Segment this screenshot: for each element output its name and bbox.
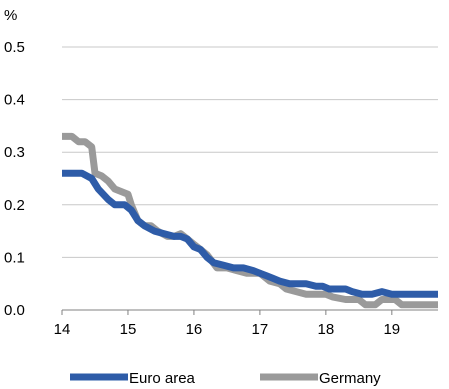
x-tick-label: 15 (120, 321, 137, 338)
y-tick-label: 0.0 (4, 302, 25, 319)
y-axis-unit-label: % (4, 7, 17, 24)
x-tick-label: 14 (54, 321, 71, 338)
y-tick-label: 0.3 (4, 144, 25, 161)
x-tick-label: 16 (186, 321, 203, 338)
series-line-euro-area (62, 169, 438, 298)
legend-label-euro-area: Euro area (129, 370, 196, 387)
x-tick-label: 17 (252, 321, 269, 338)
legend-label-germany: Germany (319, 370, 381, 387)
y-tick-label: 0.4 (4, 92, 25, 109)
series-line-germany (62, 132, 438, 309)
x-axis-ticks: 14 15 16 17 18 19 (54, 310, 400, 338)
y-tick-label: 0.2 (4, 197, 25, 214)
x-tick-label: 18 (318, 321, 335, 338)
y-axis-ticks: 0.0 0.1 0.2 0.3 0.4 0.5 (4, 39, 25, 319)
y-tick-label: 0.5 (4, 39, 25, 56)
y-tick-label: 0.1 (4, 249, 25, 266)
series-lines (62, 132, 438, 309)
legend: Euro area Germany (70, 370, 381, 387)
gridlines (62, 46, 438, 258)
x-tick-label: 19 (383, 321, 400, 338)
